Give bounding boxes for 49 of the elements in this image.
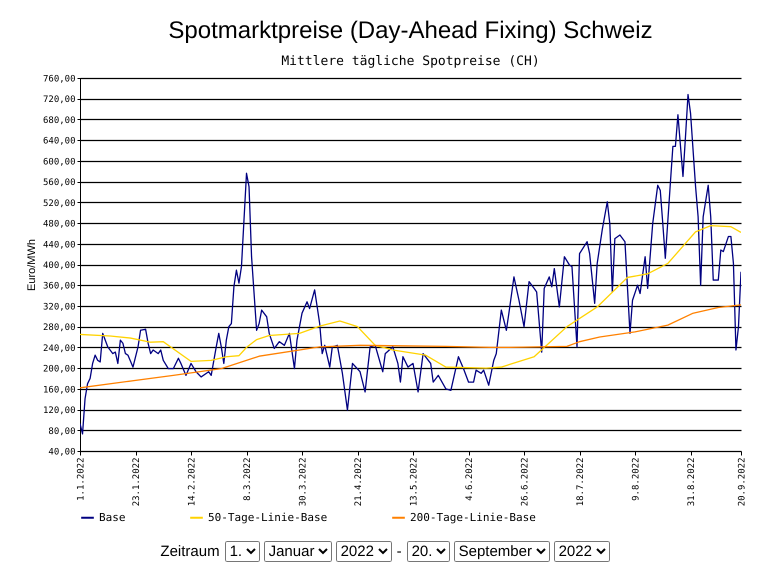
y-tick-label: 280,00 [42,323,76,334]
legend-label: 200-Tage-Linie-Base [410,510,536,524]
y-tick-label: 120,00 [42,406,76,416]
x-tick-label: 26.6.2022 [520,458,531,506]
y-tick-label: 480,00 [42,220,76,230]
y-tick-label: 360,00 [42,282,76,292]
chart-title: Spotmarktpreise (Day-Ahead Fixing) Schweiz [168,17,653,44]
text: 1. [224,541,260,562]
y-tick-label: 680,00 [42,116,76,126]
y-tick-label: 320,00 [42,302,76,312]
y-tick-label: 720,00 [42,95,76,106]
y-tick-label: 760,00 [42,74,76,84]
y-tick-label: 520,00 [42,198,76,209]
y-tick-label: 640,00 [42,136,76,147]
text: 2022 [336,541,392,562]
y-tick-label: 560,00 [42,178,76,188]
text: 2022 [554,541,610,562]
y-tick-label: 440,00 [42,240,76,250]
x-tick-label: 23.1.2022 [132,458,142,506]
y-tick-label: 240,00 [42,344,76,354]
y-axis-title: Euro/MWh [26,239,38,291]
text: - [396,543,402,560]
line-series [80,304,741,388]
y-tick-label: 160,00 [42,385,76,396]
x-tick-label: 8.3.2022 [243,458,254,501]
text: Januar [264,541,332,562]
x-tick-label: 1.1.2022 [76,458,86,501]
text: September [454,541,550,562]
x-tick-label: 31.8.2022 [687,458,698,506]
chart-subtitle: Mittlere tägliche Spotpreise (CH) [281,54,540,69]
x-tick-label: 4.6.2022 [465,458,476,501]
x-tick-label: 13.5.2022 [410,458,420,506]
x-tick-label: 18.7.2022 [576,458,586,506]
text: Zeitraum [160,543,220,560]
legend-label: Base [99,510,126,524]
x-tick-label: 30.3.2022 [298,458,309,506]
line-series [80,94,741,435]
y-tick-label: 200,00 [42,364,76,375]
line-series [80,224,741,369]
x-tick-label: 20.9.2022 [738,458,748,506]
x-tick-label: 21.4.2022 [354,458,364,506]
x-tick-label: 9.8.2022 [632,458,642,501]
y-tick-label: 80,00 [48,426,76,437]
y-tick-label: 400,00 [42,261,76,271]
x-tick-label: 14.2.2022 [188,458,198,506]
legend-label: 50-Tage-Linie-Base [208,510,328,524]
y-tick-label: 600,00 [42,157,76,168]
text: 20. [406,541,450,562]
y-tick-label: 40,00 [48,448,76,458]
